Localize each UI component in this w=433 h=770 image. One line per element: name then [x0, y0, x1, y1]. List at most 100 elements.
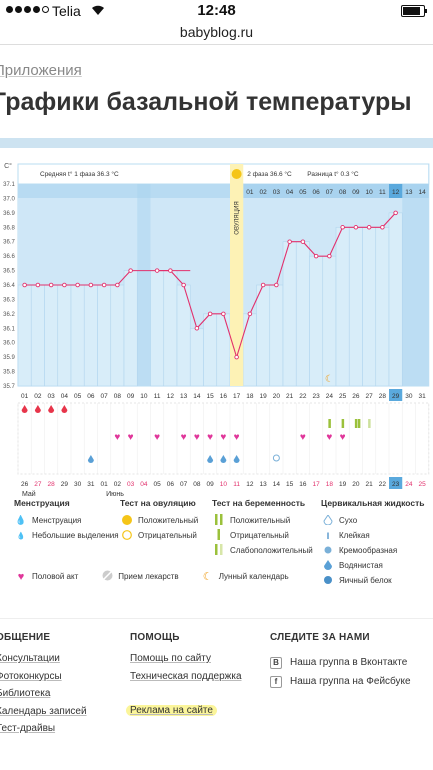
cycle-day-label: 26 — [352, 393, 360, 400]
phase1-label: Средняя t° 1 фаза 36.3 °C — [40, 170, 119, 178]
temperature-bar — [256, 284, 271, 387]
footer-link[interactable]: Консультации — [0, 653, 60, 664]
post-ovulation-day-label: 14 — [419, 189, 427, 196]
small-drop-icon: 💧 — [16, 532, 26, 540]
bbt-chart: ОВУЛЯЦИЯ Средняя t° 1 фаза 36.3 °C 2 фаза … — [0, 158, 433, 618]
post-ovulation-strip — [243, 184, 429, 198]
date-label: 07 — [180, 481, 188, 488]
faint-bar-icon — [212, 544, 226, 557]
cycle-day-label: 23 — [313, 393, 321, 400]
watery-drop-icon — [220, 455, 227, 463]
temperature-bar — [123, 270, 138, 387]
footer-link[interactable]: Техническая поддержка — [130, 670, 242, 682]
breadcrumb[interactable]: Приложения — [0, 62, 82, 79]
facebook-icon: f — [270, 675, 282, 688]
social-label: Наша группа на Фейсбуке — [290, 676, 411, 687]
temperature-bar — [348, 226, 363, 387]
temperature-bar — [44, 284, 59, 387]
legend-label: Отрицательный — [230, 531, 289, 540]
date-label: 29 — [61, 481, 69, 488]
footer-heading: ПОМОЩЬ — [130, 632, 180, 643]
legend-label: Положительный — [230, 516, 291, 525]
date-label: 01 — [101, 481, 109, 488]
sun-outline-icon — [120, 529, 134, 542]
heart-icon: ♥ — [300, 432, 306, 443]
temperature-point — [128, 268, 133, 273]
cycle-day-label: 09 — [127, 393, 135, 400]
highlight-day-cell — [389, 184, 403, 198]
legend-label: Менструация — [32, 516, 82, 525]
footer-link[interactable]: Тест-драйвы — [0, 723, 56, 734]
drop-icon: 💧 — [15, 515, 27, 525]
watery-drop-icon — [207, 455, 214, 463]
y-tick-label: 36.6 — [3, 254, 15, 260]
post-ovulation-day-label: 12 — [392, 189, 400, 196]
heart-icon: ♥ — [128, 432, 134, 443]
test-bar-icon — [341, 419, 345, 428]
date-label: 19 — [339, 481, 347, 488]
legend-heading: Тест на беременность — [212, 498, 306, 508]
legend-heading: Тест на овуляцию — [120, 498, 196, 508]
legend-menstruation: Менструация 💧 Менструация 💧 Небольшие выде… — [14, 498, 119, 543]
footer-link[interactable]: Библиотека — [0, 688, 51, 699]
date-label: 10 — [220, 481, 228, 488]
date-label: 23 — [392, 481, 400, 488]
post-ovulation-day-label: 13 — [405, 189, 413, 196]
temperature-bar — [309, 255, 324, 387]
month-label: Май — [22, 490, 36, 498]
date-label: 26 — [21, 481, 29, 488]
date-label: 21 — [366, 481, 374, 488]
footer-link[interactable]: Помощь по сайту — [130, 653, 211, 664]
temperature-bar — [362, 226, 377, 387]
date-label: 06 — [167, 481, 175, 488]
temperature-point — [393, 210, 398, 216]
highlight-day-cell — [389, 389, 403, 401]
sun-icon — [120, 514, 134, 527]
legend-ovulation-test: Тест на овуляцию Положительный Отрицател… — [120, 498, 198, 543]
y-tick-label: 36.3 — [3, 297, 15, 303]
footer-link[interactable]: Календарь записей — [0, 705, 87, 717]
cycle-day-label: 04 — [61, 393, 69, 400]
footer-link[interactable]: Фотоконкурсы — [0, 670, 62, 682]
y-tick-label: 36.0 — [3, 341, 15, 347]
vk-link[interactable]: B Наша группа в Вконтакте — [270, 653, 411, 672]
chart-svg: ОВУЛЯЦИЯ Средняя t° 1 фаза 36.3 °C 2 фаза … — [3, 162, 430, 498]
temperature-point — [168, 268, 173, 273]
temperature-point — [300, 239, 306, 244]
cycle-day-label: 21 — [286, 393, 294, 400]
cycle-day-label: 19 — [260, 393, 268, 400]
cycle-day-label: 08 — [114, 393, 122, 400]
post-ovulation-day-label: 04 — [286, 189, 294, 196]
temperature-bar — [282, 241, 297, 387]
temperature-bar — [70, 284, 85, 387]
y-unit-label: С° — [4, 162, 12, 170]
address-bar[interactable]: babyblog.ru — [179, 24, 254, 40]
post-ovulation-day-label: 01 — [246, 189, 254, 196]
ads-link[interactable]: Реклама на сайте — [126, 705, 242, 723]
temperature-point — [247, 311, 253, 317]
single-bar-icon — [212, 529, 226, 542]
legend-heading: Цервикальная жидкость — [321, 498, 425, 508]
date-label: 02 — [114, 481, 122, 488]
y-tick-label: 35.9 — [3, 355, 15, 361]
date-label: 09 — [207, 481, 215, 488]
heart-icon: ♥ — [194, 432, 200, 443]
date-label: 22 — [379, 481, 387, 488]
cycle-day-label: 12 — [167, 393, 175, 400]
legend-label: Положительный — [138, 516, 199, 525]
temperature-bar — [163, 270, 178, 387]
ads-link-label: Реклама на сайте — [126, 705, 217, 716]
cycle-day-label: 11 — [154, 393, 161, 400]
facebook-link[interactable]: f Наша группа на Фейсбуке — [270, 672, 411, 691]
y-tick-label: 35.7 — [3, 384, 15, 390]
y-tick-label: 35.8 — [3, 370, 15, 376]
legend-pregnancy-test: Тест на беременность Положительный Отриц… — [212, 498, 313, 558]
temperature-point — [380, 225, 385, 230]
cycle-day-label: 27 — [366, 393, 374, 400]
heart-icon: ♥ — [234, 432, 240, 443]
double-bar-icon — [212, 514, 226, 527]
temperature-bar — [97, 284, 112, 387]
header-band — [0, 138, 433, 148]
date-label: 11 — [233, 481, 240, 488]
temperature-bar — [57, 284, 72, 387]
